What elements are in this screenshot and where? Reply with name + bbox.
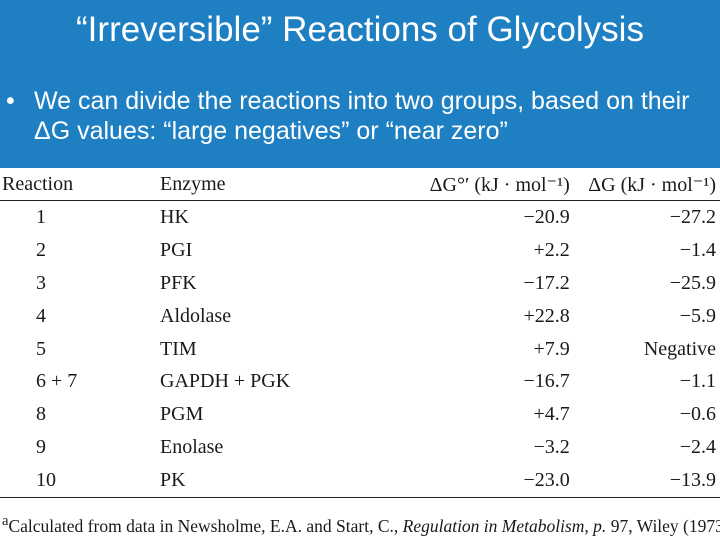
cell-delta-g0: +4.7	[533, 403, 570, 426]
cell-delta-g0: −17.2	[523, 271, 570, 294]
table-row: 5 TIM +7.9 Negative	[0, 333, 720, 366]
header-delta-g0: ΔG°′ (kJ · mol⁻¹)	[429, 173, 570, 196]
bullet-text: We can divide the reactions into two gro…	[34, 87, 690, 145]
cell-delta-g0: −3.2	[533, 436, 570, 459]
cell-enzyme: PGM	[160, 403, 204, 426]
cell-delta-g0: −20.9	[523, 205, 570, 228]
cell-delta-g0: +22.8	[523, 304, 570, 327]
cell-reaction: 5	[36, 337, 46, 360]
footnote-marker: a	[2, 513, 9, 529]
table-row: 3 PFK −17.2 −25.9	[0, 267, 720, 300]
table-row: 2 PGI +2.2 −1.4	[0, 234, 720, 267]
cell-reaction: 10	[36, 469, 56, 492]
footnote-suffix: 97, Wiley (1973).	[610, 515, 720, 536]
cell-reaction: 1	[36, 205, 46, 228]
cell-delta-g: −1.4	[679, 238, 716, 261]
table-row: 8 PGM +4.7 −0.6	[0, 398, 720, 431]
cell-reaction: 6 + 7	[36, 370, 78, 393]
cell-reaction: 8	[36, 403, 46, 426]
cell-delta-g: −1.1	[679, 370, 716, 393]
table-row: 10 PK −23.0 −13.9	[0, 464, 720, 497]
header-enzyme: Enzyme	[160, 172, 226, 195]
cell-delta-g0: +2.2	[533, 238, 570, 261]
table-row: 4 Aldolase +22.8 −5.9	[0, 300, 720, 333]
table-row: 1 HK −20.9 −27.2	[0, 201, 720, 234]
cell-delta-g: −13.9	[669, 469, 716, 492]
slide-title: “Irreversible” Reactions of Glycolysis	[76, 10, 644, 49]
cell-enzyme: HK	[160, 205, 189, 228]
bullet-symbol: •	[6, 87, 15, 115]
cell-enzyme: Enolase	[160, 436, 224, 459]
cell-reaction: 2	[36, 238, 46, 261]
footnote-source-title: Regulation in Metabolism, p.	[402, 515, 607, 536]
bullet-point: • We can divide the reactions into two g…	[6, 86, 716, 146]
cell-delta-g0: −23.0	[523, 469, 570, 492]
cell-delta-g: −5.9	[679, 304, 716, 327]
cell-enzyme: PGI	[160, 238, 193, 261]
cell-delta-g: −2.4	[679, 436, 716, 459]
cell-enzyme: PK	[160, 469, 186, 492]
header-reaction: Reaction	[2, 172, 74, 195]
cell-enzyme: TIM	[160, 337, 197, 360]
table-row: 6 + 7 GAPDH + PGK −16.7 −1.1	[0, 365, 720, 398]
cell-enzyme: Aldolase	[160, 304, 232, 327]
cell-delta-g: Negative	[643, 337, 716, 360]
table-panel: Reaction Enzyme ΔG°′ (kJ · mol⁻¹) ΔG (kJ…	[0, 168, 720, 540]
cell-enzyme: PFK	[160, 271, 197, 294]
table-row: 9 Enolase −3.2 −2.4	[0, 431, 720, 464]
footnote-prefix: Calculated from data in Newsholme, E.A. …	[8, 515, 403, 536]
header-delta-g: ΔG (kJ · mol⁻¹)	[588, 173, 716, 196]
footnote: aCalculated from data in Newsholme, E.A.…	[2, 513, 720, 537]
cell-reaction: 9	[36, 436, 46, 459]
cell-reaction: 4	[36, 304, 46, 327]
cell-delta-g: −27.2	[669, 205, 716, 228]
cell-delta-g: −0.6	[679, 403, 716, 426]
cell-delta-g0: −16.7	[523, 370, 570, 393]
cell-delta-g: −25.9	[669, 271, 716, 294]
cell-enzyme: GAPDH + PGK	[160, 370, 291, 393]
glycolysis-table: Reaction Enzyme ΔG°′ (kJ · mol⁻¹) ΔG (kJ…	[0, 168, 720, 498]
table-header-row: Reaction Enzyme ΔG°′ (kJ · mol⁻¹) ΔG (kJ…	[0, 168, 720, 201]
cell-delta-g0: +7.9	[533, 337, 570, 360]
cell-reaction: 3	[36, 271, 46, 294]
